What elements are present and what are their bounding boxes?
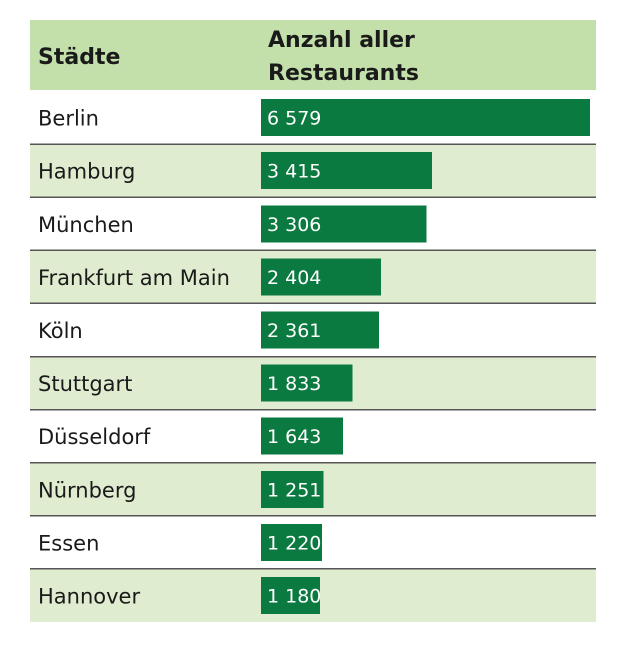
table-row: München 3 306	[30, 196, 596, 251]
bar-value-label: 1 180	[267, 585, 321, 607]
value-bar	[261, 470, 324, 508]
city-label: München	[38, 213, 134, 237]
city-label: Berlin	[38, 107, 99, 131]
value-bar	[261, 576, 321, 614]
header-background	[30, 20, 596, 90]
bar-value-label: 6 579	[267, 108, 321, 130]
value-bar	[261, 417, 344, 455]
table-row: Nürnberg 1 251	[30, 461, 596, 516]
header-col-count-line2: Restaurants	[268, 61, 419, 86]
table-row: Frankfurt am Main 2 404	[30, 249, 596, 304]
value-bar	[261, 205, 427, 243]
city-label: Essen	[38, 531, 99, 555]
table-row: Köln 2 361	[30, 302, 596, 357]
table-row: Berlin 6 579	[30, 91, 596, 145]
bar-value-label: 1 220	[267, 532, 321, 554]
city-label: Düsseldorf	[38, 425, 151, 449]
table-rows: Berlin 6 579 Hamburg 3 415 München 3 306 Frank…	[30, 91, 596, 622]
bar-value-label: 2 404	[267, 267, 321, 289]
bar-value-label: 1 643	[267, 426, 321, 448]
value-bar	[261, 311, 380, 349]
bar-value-label: 3 306	[267, 214, 321, 236]
city-label: Frankfurt am Main	[38, 266, 230, 290]
city-label: Köln	[38, 319, 83, 343]
table-row: Düsseldorf 1 643	[30, 408, 596, 463]
value-bar	[261, 364, 353, 402]
city-label: Stuttgart	[38, 372, 132, 396]
bar-value-label: 2 361	[267, 320, 321, 342]
value-bar	[261, 99, 590, 137]
city-label: Hannover	[38, 584, 140, 608]
bar-value-label: 1 251	[267, 479, 321, 501]
city-label: Nürnberg	[38, 478, 136, 502]
bar-value-label: 1 833	[267, 373, 321, 395]
table-row: Hamburg 3 415	[30, 143, 596, 198]
header-col-cities: Städte	[38, 45, 120, 70]
header-col-count-line1: Anzahl aller	[268, 28, 415, 53]
city-label: Hamburg	[38, 160, 135, 184]
value-bar	[261, 523, 323, 561]
table-row: Hannover 1 180	[30, 568, 596, 622]
table-row: Stuttgart 1 833	[30, 355, 596, 410]
value-bar	[261, 152, 432, 190]
table-row: Essen 1 220	[30, 515, 596, 569]
bar-value-label: 3 415	[267, 161, 321, 183]
value-bar	[261, 258, 382, 296]
